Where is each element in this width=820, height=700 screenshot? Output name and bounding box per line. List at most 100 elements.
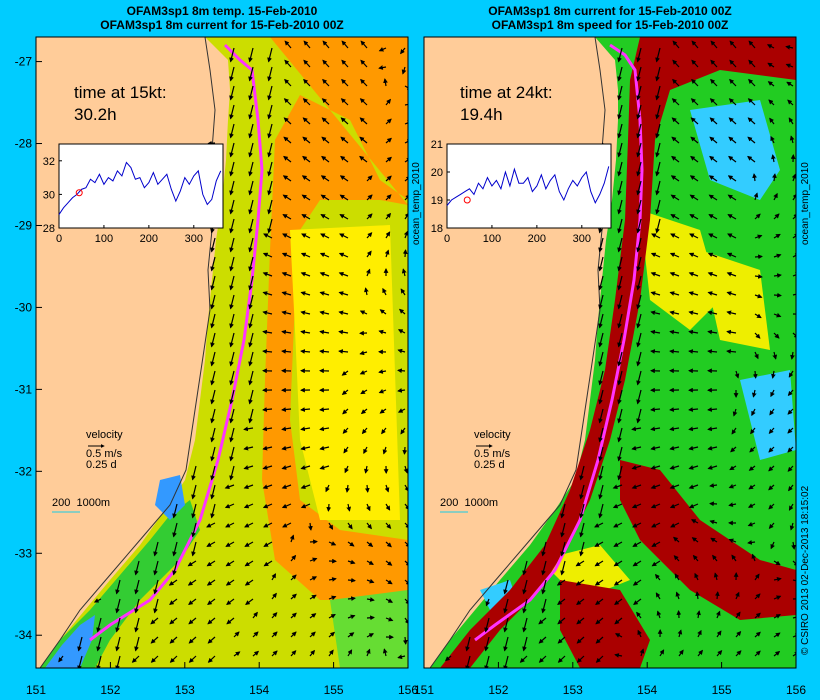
current-vector — [617, 427, 623, 443]
current-vector — [669, 252, 680, 258]
current-vector — [710, 59, 718, 68]
current-vector — [617, 408, 623, 424]
current-vector — [58, 655, 64, 663]
current-vector — [289, 534, 295, 543]
current-vector — [636, 408, 642, 424]
current-vector — [727, 194, 737, 201]
current-vector — [770, 541, 775, 550]
current-vector — [248, 104, 254, 120]
current-vector — [302, 98, 311, 106]
x-tick-label: 156 — [398, 683, 418, 697]
current-vector — [360, 40, 368, 49]
current-vector — [713, 572, 719, 581]
current-vector — [271, 573, 277, 581]
current-vector — [400, 47, 406, 55]
current-vector — [385, 175, 392, 182]
current-vector — [283, 117, 292, 125]
current-vector — [309, 576, 318, 581]
current-vector — [688, 310, 699, 316]
current-vector — [385, 503, 391, 511]
current-vector — [669, 484, 680, 490]
current-vector — [248, 85, 254, 101]
current-vector — [669, 310, 680, 316]
current-vector — [768, 503, 775, 510]
current-vector — [754, 351, 759, 360]
current-vector — [735, 650, 742, 657]
current-vector — [308, 522, 313, 531]
current-vector — [538, 655, 547, 663]
current-vector — [226, 598, 235, 606]
current-vector — [319, 310, 330, 316]
current-vector — [319, 252, 330, 258]
right-inset-plot: 0 100 200 300 18 19 20 21 — [431, 139, 612, 245]
right-axes: 151 152 153 154 155 156 — [414, 662, 806, 697]
current-vector — [267, 123, 273, 139]
current-vector — [397, 348, 406, 354]
current-vector — [598, 313, 604, 329]
current-vector — [115, 636, 121, 652]
current-vector — [673, 555, 680, 562]
current-vector — [385, 541, 392, 548]
current-vector — [598, 446, 604, 462]
current-vector — [636, 142, 642, 158]
current-vector — [343, 446, 349, 454]
left-current-vectors — [58, 40, 408, 668]
current-vector — [556, 579, 566, 586]
current-vector — [754, 332, 761, 339]
current-vector — [614, 633, 623, 638]
current-vector — [229, 332, 235, 348]
inset-x-tick-label: 200 — [140, 233, 158, 245]
current-vector — [229, 313, 235, 329]
current-vector — [328, 613, 336, 619]
current-vector — [639, 648, 645, 657]
current-vector — [754, 293, 763, 299]
current-vector — [750, 427, 756, 435]
current-vector — [210, 370, 216, 386]
current-vector — [751, 389, 757, 398]
current-vector — [677, 629, 683, 638]
current-vector — [632, 522, 642, 528]
current-vector — [632, 541, 642, 547]
current-vector — [728, 538, 737, 544]
current-vector — [262, 349, 273, 354]
current-vector — [248, 332, 254, 348]
current-vector — [650, 426, 661, 432]
current-vector — [341, 78, 349, 87]
current-vector — [598, 465, 604, 481]
x-tick-label: 151 — [414, 683, 434, 697]
current-vector — [655, 66, 661, 82]
current-vector — [281, 329, 292, 335]
current-vector — [283, 136, 292, 144]
current-vector — [691, 78, 699, 87]
current-vector — [672, 40, 680, 49]
current-vector — [519, 655, 528, 663]
eac-track-left — [89, 43, 264, 642]
current-vector — [773, 560, 781, 566]
current-vector — [229, 85, 235, 101]
current-vector — [384, 249, 390, 258]
current-vector — [650, 271, 661, 277]
current-vector — [617, 161, 623, 177]
current-vector — [636, 294, 642, 310]
current-vector — [691, 537, 699, 543]
current-vector — [579, 465, 585, 481]
current-vector — [188, 598, 197, 606]
current-vector — [632, 560, 642, 567]
current-vector — [465, 636, 471, 652]
current-vector — [707, 329, 718, 335]
current-vector — [773, 253, 782, 259]
current-vector — [210, 294, 216, 310]
current-vector — [696, 610, 701, 619]
current-vector — [747, 155, 756, 163]
current-vector — [708, 175, 718, 182]
current-vector — [210, 484, 216, 500]
current-vector — [754, 593, 761, 600]
current-vector — [206, 522, 216, 528]
current-vector — [366, 250, 372, 258]
current-vector — [248, 256, 254, 272]
current-vector — [617, 446, 623, 462]
current-vector — [715, 610, 721, 619]
current-vector — [319, 291, 330, 296]
current-vector — [617, 313, 623, 329]
